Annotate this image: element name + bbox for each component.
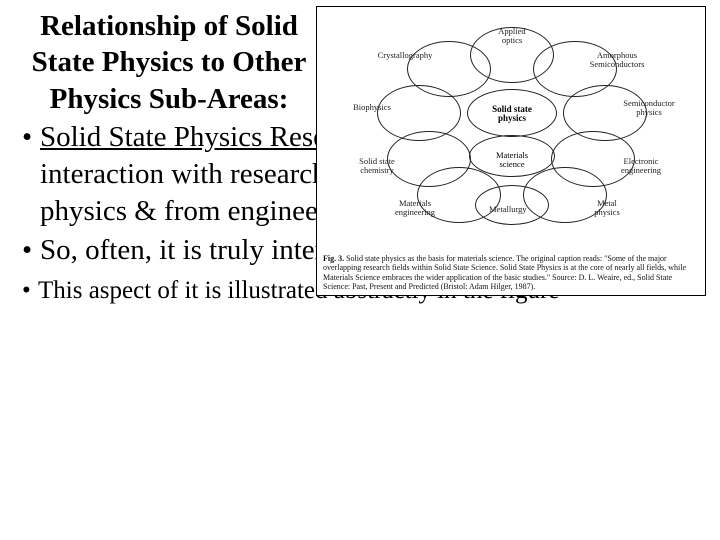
title-line-2: State Physics to Other <box>32 46 307 78</box>
petal-label: Materialsengineering <box>375 199 455 217</box>
center-ellipse <box>467 89 557 137</box>
petal-label: Metalphysics <box>567 199 647 217</box>
venn-diagram: Solid state physics Materials science Me… <box>317 7 705 235</box>
petal-label: Biophysics <box>332 103 412 112</box>
petal-label: Appliedoptics <box>472 27 552 45</box>
petal-label: AmorphousSemiconductors <box>577 51 657 69</box>
metallurgy-ellipse <box>475 185 549 225</box>
materials-ellipse <box>469 135 555 177</box>
figure-panel: Solid state physics Materials science Me… <box>316 6 706 296</box>
title-line-3: Physics Sub-Areas: <box>50 83 289 115</box>
petal-label: Solid statechemistry <box>337 157 417 175</box>
bullet-marker: • <box>18 275 38 308</box>
title-line-1: Relationship of Solid <box>40 10 298 42</box>
caption-bold: Fig. 3. <box>323 254 344 263</box>
petal-label: Crystallography <box>365 51 445 60</box>
bullet-marker: • <box>18 232 40 269</box>
figure-caption: Fig. 3. Solid state physics as the basis… <box>323 254 699 291</box>
slide-title: Relationship of Solid State Physics to O… <box>24 8 314 117</box>
bullet-marker: • <box>18 119 40 156</box>
caption-text: Solid state physics as the basis for mat… <box>323 254 686 291</box>
petal-label: Semiconductorphysics <box>609 99 689 117</box>
petal-label: Electronicengineering <box>601 157 681 175</box>
